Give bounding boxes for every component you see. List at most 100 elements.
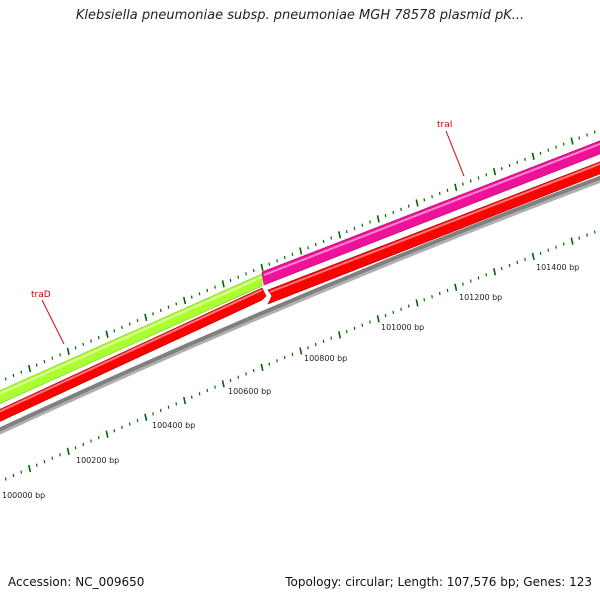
outer-ruler-minor-tick (175, 302, 178, 306)
outer-ruler-minor-tick (547, 148, 550, 152)
inner-ruler-minor-tick (578, 236, 581, 240)
inner-ruler-minor-tick (400, 307, 402, 311)
outer-ruler-minor-tick (438, 191, 441, 196)
outer-ruler-major-tick (376, 215, 380, 223)
outer-ruler-minor-tick (462, 182, 464, 186)
gene-label-trai: traI (437, 120, 465, 177)
outer-ruler-major-tick (105, 330, 109, 338)
outer-ruler-minor-tick (345, 230, 348, 234)
topology-value: circular (345, 575, 390, 589)
inner-ruler-minor-tick (276, 359, 278, 363)
outer-ruler-minor-tick (167, 305, 170, 309)
outer-ruler-major-tick (299, 247, 303, 255)
inner-ruler-minor-tick (361, 323, 364, 327)
outer-ruler-minor-tick (59, 353, 61, 357)
map-title: Klebsiella pneumoniae subsp. pneumoniae … (75, 8, 525, 23)
outer-ruler-minor-tick (369, 220, 371, 224)
outer-ruler-minor-tick (245, 272, 247, 276)
outer-ruler-minor-tick (407, 204, 410, 208)
inner-ruler-minor-tick (330, 336, 333, 340)
inner-ruler-minor-tick (20, 470, 23, 474)
outer-ruler-major-tick (221, 280, 225, 288)
trai-label: traI (437, 120, 452, 130)
outer-ruler-minor-tick (384, 214, 387, 218)
tick-label-101200: 101200 bp (459, 293, 502, 302)
inner-ruler-minor-tick (237, 375, 240, 379)
outer-ruler-major-tick (338, 231, 342, 239)
inner-ruler-minor-tick (477, 276, 480, 280)
outer-ruler-major-tick (454, 183, 458, 191)
inner-ruler-minor-tick (245, 372, 247, 376)
outer-ruler-minor-tick (446, 188, 449, 192)
inner-ruler-minor-tick (384, 314, 387, 318)
outer-ruler-minor-tick (477, 176, 480, 180)
inner-ruler-minor-tick (345, 330, 348, 334)
outer-ruler-ticks (4, 130, 596, 381)
outer-ruler-minor-tick (74, 346, 77, 350)
genome-summary: Topology: circular; Length: 107,576 bp; … (285, 575, 592, 589)
outer-ruler-minor-tick (291, 252, 294, 256)
inner-ruler-minor-tick (314, 342, 317, 347)
inner-ruler-minor-tick (12, 473, 15, 478)
outer-ruler-minor-tick (330, 236, 333, 240)
outer-ruler-minor-tick (508, 163, 511, 168)
inner-ruler-minor-tick (82, 442, 85, 446)
outer-ruler-minor-tick (586, 133, 588, 137)
inner-ruler-minor-tick (462, 282, 464, 286)
outer-ruler-minor-tick (152, 312, 154, 316)
outer-ruler-minor-tick (539, 151, 542, 155)
inner-ruler-major-tick (338, 331, 342, 339)
inner-ruler-major-tick (531, 252, 535, 260)
inner-ruler-minor-tick (446, 288, 449, 292)
outer-ruler-minor-tick (283, 255, 286, 260)
backbone-track (0, 175, 600, 435)
inner-ruler-minor-tick (35, 463, 38, 467)
inner-ruler-major-tick (28, 464, 32, 473)
inner-ruler-minor-tick (539, 251, 542, 255)
inner-ruler-minor-tick (97, 436, 100, 440)
inner-ruler-minor-tick (431, 295, 433, 299)
inner-ruler-major-tick (66, 447, 70, 455)
outer-ruler-minor-tick (51, 356, 54, 360)
outer-ruler-minor-tick (276, 259, 278, 263)
cds-feature-right (267, 161, 600, 305)
inner-ruler-minor-tick (508, 263, 511, 268)
separator: ; (389, 575, 398, 589)
tick-label-100400: 100400 bp (152, 421, 195, 430)
accession-label: Accession: (8, 575, 72, 589)
outer-ruler-minor-tick (593, 130, 596, 134)
inner-ruler-minor-tick (291, 352, 294, 356)
inner-ruler-major-tick (144, 413, 148, 421)
outer-ruler-minor-tick (136, 319, 139, 323)
inner-ruler-minor-tick (4, 477, 7, 481)
outer-ruler-minor-tick (516, 160, 519, 164)
inner-ruler-minor-tick (128, 422, 131, 426)
inner-ruler-minor-tick (485, 273, 488, 277)
inner-ruler-minor-tick (198, 392, 201, 396)
inner-ruler-minor-tick (322, 339, 325, 343)
outer-ruler-minor-tick (423, 198, 426, 202)
inner-ruler-major-tick (105, 430, 109, 438)
cds-track (0, 161, 600, 422)
accession-info: Accession: NC_009650 (8, 575, 144, 589)
inner-ruler-minor-tick (555, 245, 557, 249)
inner-ruler-minor-tick (469, 279, 472, 283)
inner-ruler-minor-tick (74, 446, 77, 450)
genes-value: 123 (569, 575, 592, 589)
inner-ruler-minor-tick (113, 429, 116, 433)
inner-ruler-major-tick (493, 268, 497, 276)
inner-ruler-minor-tick (206, 388, 209, 392)
outer-ruler-minor-tick (113, 329, 116, 333)
inner-ruler-minor-tick (214, 385, 216, 389)
cds-feature-left-highlight (0, 289, 263, 413)
outer-ruler-minor-tick (252, 269, 255, 273)
outer-ruler-minor-tick (12, 373, 15, 378)
outer-ruler-minor-tick (198, 292, 201, 296)
inner-ruler-minor-tick (562, 242, 565, 246)
tick-label-100000: 100000 bp (2, 491, 45, 500)
tick-label-100800: 100800 bp (304, 354, 347, 363)
inner-ruler-minor-tick (407, 304, 410, 308)
cds-feature-left (0, 287, 267, 422)
accession-value: NC_009650 (75, 575, 145, 589)
